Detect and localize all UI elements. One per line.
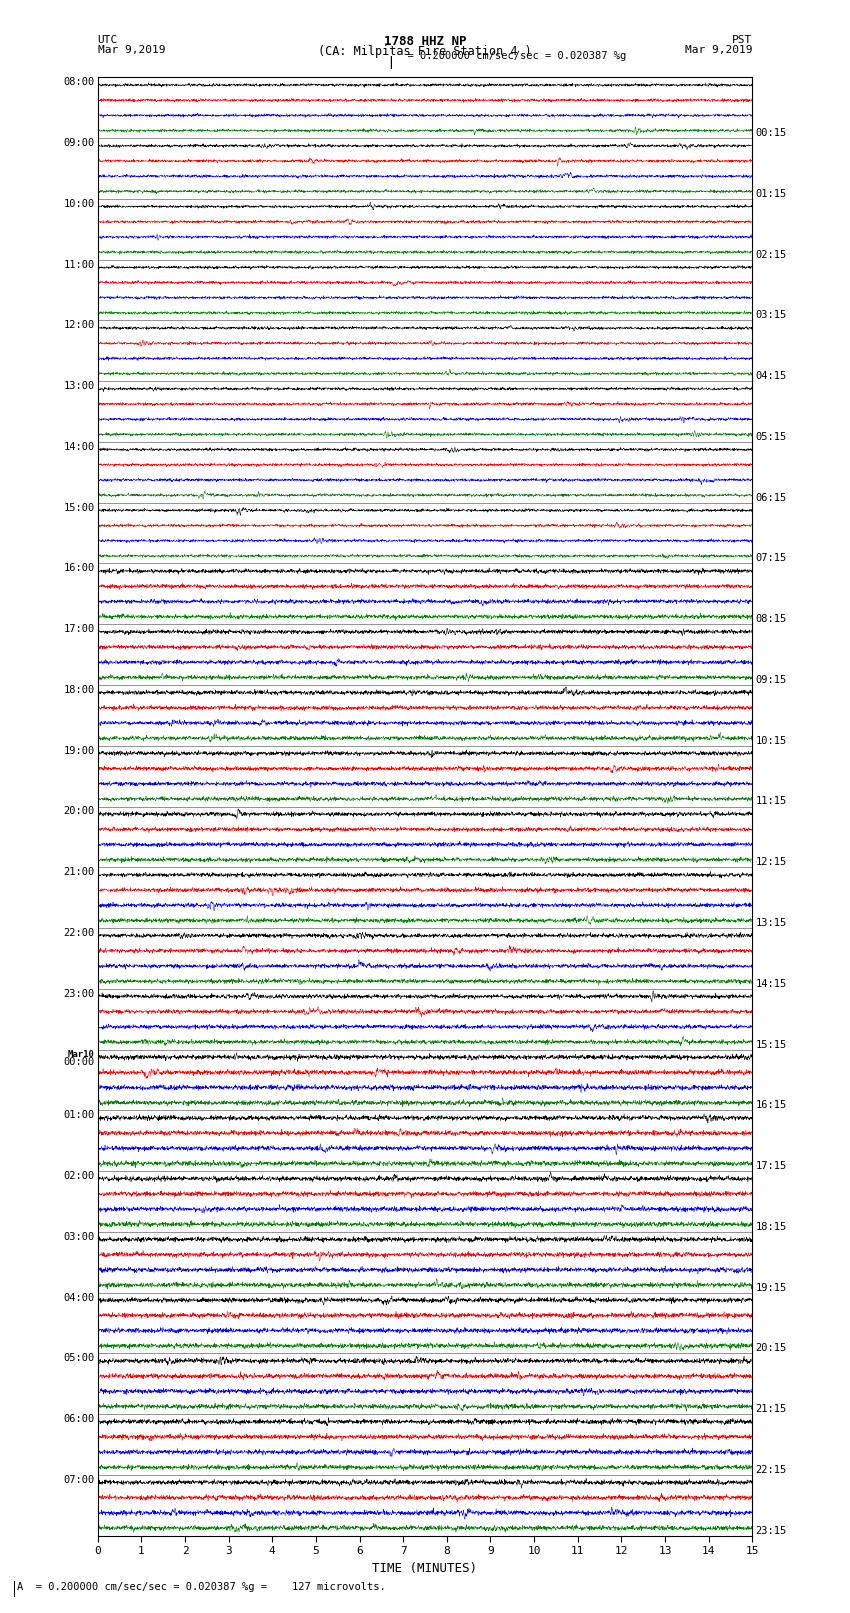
Text: 12:15: 12:15	[756, 857, 787, 868]
Text: 10:15: 10:15	[756, 736, 787, 745]
Text: 09:00: 09:00	[63, 139, 94, 148]
Text: 20:15: 20:15	[756, 1344, 787, 1353]
Text: A  = 0.200000 cm/sec/sec = 0.020387 %g =    127 microvolts.: A = 0.200000 cm/sec/sec = 0.020387 %g = …	[17, 1582, 386, 1592]
Text: 21:00: 21:00	[63, 868, 94, 877]
Text: 02:15: 02:15	[756, 250, 787, 260]
Text: 08:00: 08:00	[63, 77, 94, 87]
Text: (CA: Milpitas Fire Station 4 ): (CA: Milpitas Fire Station 4 )	[318, 45, 532, 58]
Text: 00:15: 00:15	[756, 127, 787, 139]
Text: 06:00: 06:00	[63, 1415, 94, 1424]
Text: 06:15: 06:15	[756, 492, 787, 503]
Text: 18:00: 18:00	[63, 686, 94, 695]
Text: = 0.200000 cm/sec/sec = 0.020387 %g: = 0.200000 cm/sec/sec = 0.020387 %g	[395, 50, 626, 61]
Text: 05:15: 05:15	[756, 432, 787, 442]
Text: 20:00: 20:00	[63, 806, 94, 816]
Text: 04:00: 04:00	[63, 1292, 94, 1303]
Text: PST: PST	[732, 35, 752, 45]
Text: 19:00: 19:00	[63, 745, 94, 756]
Text: 00:00: 00:00	[63, 1057, 94, 1068]
Text: 15:15: 15:15	[756, 1039, 787, 1050]
Text: 03:00: 03:00	[63, 1232, 94, 1242]
Text: UTC: UTC	[98, 35, 118, 45]
Text: 12:00: 12:00	[63, 321, 94, 331]
Text: 16:00: 16:00	[63, 563, 94, 574]
Text: 14:15: 14:15	[756, 979, 787, 989]
Text: 1788 HHZ NP: 1788 HHZ NP	[383, 35, 467, 48]
Text: 04:15: 04:15	[756, 371, 787, 381]
Text: 17:00: 17:00	[63, 624, 94, 634]
Text: 16:15: 16:15	[756, 1100, 787, 1110]
Text: 10:00: 10:00	[63, 198, 94, 210]
Text: 13:00: 13:00	[63, 381, 94, 392]
Text: 09:15: 09:15	[756, 674, 787, 686]
Text: 11:00: 11:00	[63, 260, 94, 269]
Text: 23:00: 23:00	[63, 989, 94, 998]
Text: 07:00: 07:00	[63, 1474, 94, 1486]
Text: 01:00: 01:00	[63, 1110, 94, 1121]
Text: 01:15: 01:15	[756, 189, 787, 198]
Text: 18:15: 18:15	[756, 1221, 787, 1232]
Text: 05:00: 05:00	[63, 1353, 94, 1363]
Text: 23:15: 23:15	[756, 1526, 787, 1536]
Text: 22:15: 22:15	[756, 1465, 787, 1474]
Text: Mar 9,2019: Mar 9,2019	[685, 45, 752, 55]
Text: 11:15: 11:15	[756, 797, 787, 806]
Text: 13:15: 13:15	[756, 918, 787, 927]
Text: 21:15: 21:15	[756, 1403, 787, 1415]
X-axis label: TIME (MINUTES): TIME (MINUTES)	[372, 1561, 478, 1574]
Text: 22:00: 22:00	[63, 927, 94, 939]
Text: 02:00: 02:00	[63, 1171, 94, 1181]
Text: Mar 9,2019: Mar 9,2019	[98, 45, 165, 55]
Text: 19:15: 19:15	[756, 1282, 787, 1292]
Text: 07:15: 07:15	[756, 553, 787, 563]
Text: 14:00: 14:00	[63, 442, 94, 452]
Text: Mar10: Mar10	[68, 1050, 94, 1058]
Text: 17:15: 17:15	[756, 1161, 787, 1171]
Text: 15:00: 15:00	[63, 503, 94, 513]
Text: 08:15: 08:15	[756, 615, 787, 624]
Text: 03:15: 03:15	[756, 310, 787, 321]
